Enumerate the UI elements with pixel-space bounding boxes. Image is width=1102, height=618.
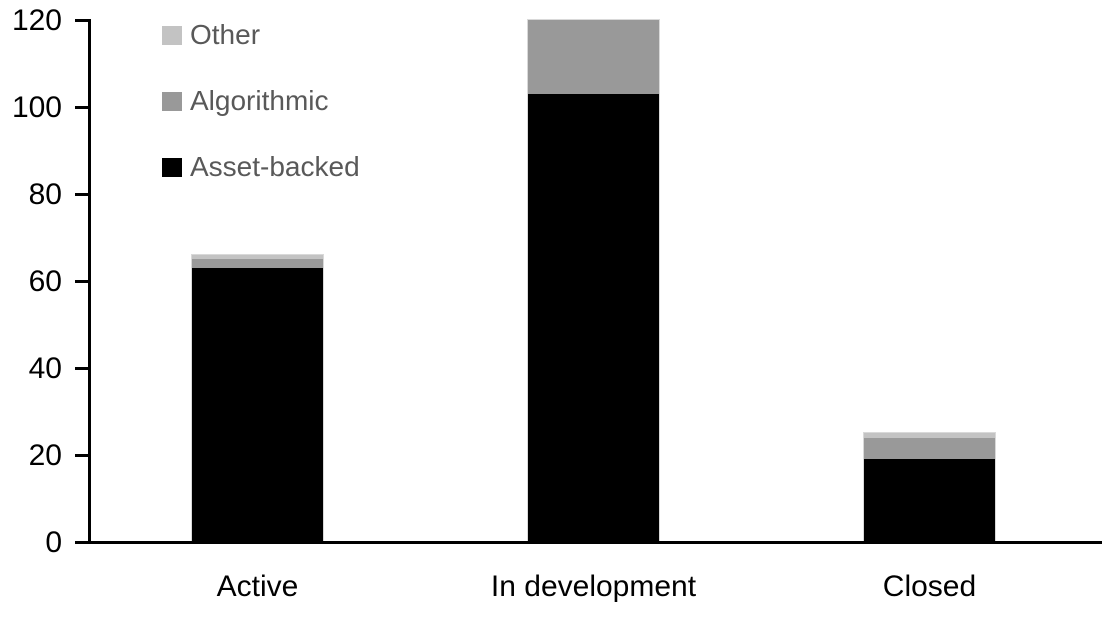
legend-label: Asset-backed (190, 151, 360, 182)
legend-swatch-icon (162, 91, 182, 111)
x-axis-label-in-development: In development (490, 570, 697, 603)
y-axis-tick-20 (75, 454, 88, 457)
y-axis-tick-label: 100 (11, 90, 62, 124)
y-axis-tick-label: 120 (11, 3, 62, 37)
y-axis-tick-80 (75, 193, 88, 196)
y-axis-tick-120 (75, 19, 88, 22)
legend-item-asset-backed: Asset-backed (162, 151, 360, 182)
y-axis-tick-60 (75, 280, 88, 283)
segment-asset-backed (528, 93, 659, 541)
segment-algorithmic (864, 437, 995, 460)
segment-asset-backed (864, 459, 995, 541)
y-axis-tick-label: 0 (45, 525, 62, 559)
y-axis-tick-label: 20 (28, 438, 62, 472)
segment-algorithmic (528, 20, 659, 94)
y-axis-tick-label: 80 (28, 177, 62, 211)
segment-asset-backed (192, 267, 323, 541)
y-axis-tick-0 (75, 541, 88, 544)
x-axis-line (75, 541, 1102, 544)
y-axis-line (88, 19, 91, 544)
x-axis-label-closed: Closed (882, 570, 977, 603)
legend-label: Algorithmic (190, 85, 329, 116)
y-axis-tick-label: 40 (28, 351, 62, 385)
legend-swatch-icon (162, 157, 182, 177)
legend-item-other: Other (162, 19, 261, 50)
legend-label: Other (190, 19, 261, 50)
segment-algorithmic (192, 259, 323, 268)
y-axis-tick-40 (75, 367, 88, 370)
y-axis-tick-100 (75, 106, 88, 109)
bar-in-development (527, 19, 660, 541)
y-axis-tick-label: 60 (28, 264, 62, 298)
x-axis-label-active: Active (216, 570, 299, 603)
segment-other (864, 433, 995, 438)
legend-swatch-icon (162, 25, 182, 45)
bar-active (191, 253, 324, 541)
legend-item-algorithmic: Algorithmic (162, 85, 329, 116)
segment-other (192, 254, 323, 260)
bar-closed (863, 432, 996, 541)
